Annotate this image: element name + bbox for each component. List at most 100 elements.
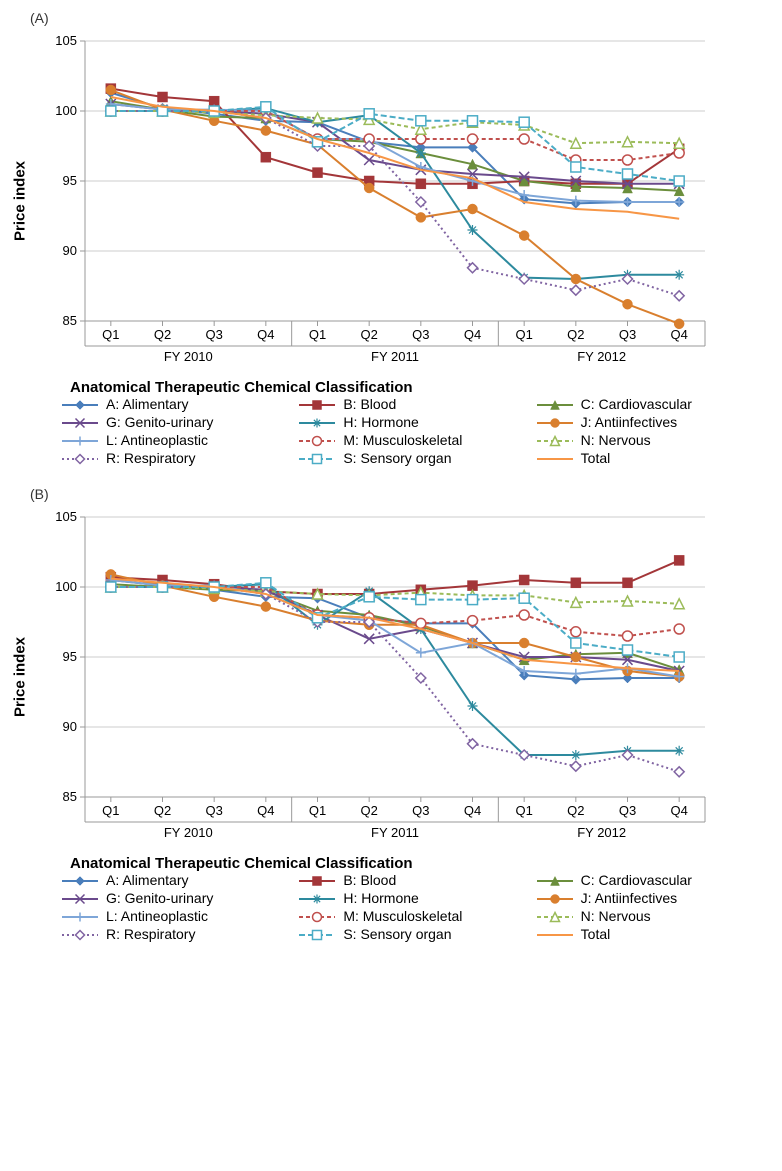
legend-item: A: Alimentary xyxy=(60,396,287,412)
legend-swatch xyxy=(297,452,337,464)
legend-label: N: Nervous xyxy=(581,908,651,924)
legend-label: S: Sensory organ xyxy=(343,926,451,942)
legend-swatch xyxy=(60,416,100,428)
svg-text:Q4: Q4 xyxy=(670,327,687,342)
svg-text:FY 2011: FY 2011 xyxy=(371,825,419,840)
svg-text:95: 95 xyxy=(63,173,77,188)
legend-label: Total xyxy=(581,926,611,942)
legend-item: M: Musculoskeletal xyxy=(297,432,524,448)
legend-swatch xyxy=(535,398,575,410)
legend-item: C: Cardiovascular xyxy=(535,396,762,412)
legend-swatch xyxy=(297,416,337,428)
svg-text:Q1: Q1 xyxy=(309,803,326,818)
svg-text:90: 90 xyxy=(63,719,77,734)
legend-item: G: Genito-urinary xyxy=(60,890,287,906)
y-axis-label: Price index xyxy=(12,161,29,241)
svg-text:Q3: Q3 xyxy=(205,803,222,818)
legend-swatch xyxy=(60,874,100,886)
svg-text:FY 2010: FY 2010 xyxy=(164,349,213,364)
panel-A: (A)Price index859095100105Q1Q2Q3Q4Q1Q2Q3… xyxy=(0,0,782,466)
legend-label: R: Respiratory xyxy=(106,926,195,942)
svg-text:Q1: Q1 xyxy=(102,803,119,818)
legend-item: H: Hormone xyxy=(297,414,524,430)
svg-text:Q2: Q2 xyxy=(360,327,377,342)
svg-text:Q3: Q3 xyxy=(412,327,429,342)
legend-item: M: Musculoskeletal xyxy=(297,908,524,924)
chart-svg-A: 859095100105Q1Q2Q3Q4Q1Q2Q3Q4Q1Q2Q3Q4FY 2… xyxy=(30,31,725,371)
legend: A: Alimentary B: Blood C: Cardiovascular G:… xyxy=(60,872,762,942)
panel-B: (B)Price index859095100105Q1Q2Q3Q4Q1Q2Q3… xyxy=(0,476,782,942)
svg-text:Q2: Q2 xyxy=(567,327,584,342)
chart-container: Price index859095100105Q1Q2Q3Q4Q1Q2Q3Q4Q… xyxy=(30,31,762,371)
legend-item: B: Blood xyxy=(297,872,524,888)
legend-label: J: Antiinfectives xyxy=(581,890,678,906)
legend-swatch xyxy=(297,398,337,410)
legend-swatch xyxy=(60,434,100,446)
legend-swatch xyxy=(535,892,575,904)
legend-label: H: Hormone xyxy=(343,414,418,430)
legend-label: C: Cardiovascular xyxy=(581,872,692,888)
legend-label: L: Antineoplastic xyxy=(106,432,208,448)
legend-label: N: Nervous xyxy=(581,432,651,448)
svg-text:105: 105 xyxy=(55,509,77,524)
legend-label: S: Sensory organ xyxy=(343,450,451,466)
chart-svg-B: 859095100105Q1Q2Q3Q4Q1Q2Q3Q4Q1Q2Q3Q4FY 2… xyxy=(30,507,725,847)
legend-swatch xyxy=(297,434,337,446)
svg-text:FY 2010: FY 2010 xyxy=(164,825,213,840)
svg-text:Q1: Q1 xyxy=(309,327,326,342)
svg-text:Q3: Q3 xyxy=(619,803,636,818)
legend-label: J: Antiinfectives xyxy=(581,414,678,430)
legend-label: H: Hormone xyxy=(343,890,418,906)
legend-swatch xyxy=(297,874,337,886)
panel-label: (A) xyxy=(30,10,762,26)
legend: A: Alimentary B: Blood C: Cardiovascular G:… xyxy=(60,396,762,466)
svg-text:Q1: Q1 xyxy=(515,803,532,818)
legend-item: S: Sensory organ xyxy=(297,450,524,466)
legend-item: R: Respiratory xyxy=(60,926,287,942)
svg-text:105: 105 xyxy=(55,33,77,48)
svg-text:100: 100 xyxy=(55,103,77,118)
svg-text:85: 85 xyxy=(63,789,77,804)
legend-label: L: Antineoplastic xyxy=(106,908,208,924)
y-axis-label: Price index xyxy=(12,637,29,717)
legend-label: C: Cardiovascular xyxy=(581,396,692,412)
legend-swatch xyxy=(535,874,575,886)
legend-title: Anatomical Therapeutic Chemical Classifi… xyxy=(70,379,762,396)
legend-swatch xyxy=(60,452,100,464)
legend-swatch xyxy=(297,910,337,922)
legend-swatch xyxy=(535,434,575,446)
svg-text:Q2: Q2 xyxy=(154,803,171,818)
legend-item: S: Sensory organ xyxy=(297,926,524,942)
legend-label: Total xyxy=(581,450,611,466)
legend-label: M: Musculoskeletal xyxy=(343,432,462,448)
svg-text:Q3: Q3 xyxy=(619,327,636,342)
legend-swatch xyxy=(60,398,100,410)
svg-text:85: 85 xyxy=(63,313,77,328)
legend-item: L: Antineoplastic xyxy=(60,908,287,924)
legend-label: G: Genito-urinary xyxy=(106,414,213,430)
svg-text:Q1: Q1 xyxy=(515,327,532,342)
legend-item: Total xyxy=(535,926,762,942)
svg-text:100: 100 xyxy=(55,579,77,594)
legend-swatch xyxy=(535,416,575,428)
legend-swatch xyxy=(535,928,575,940)
legend-item: L: Antineoplastic xyxy=(60,432,287,448)
legend-item: A: Alimentary xyxy=(60,872,287,888)
legend-swatch xyxy=(297,892,337,904)
svg-text:Q4: Q4 xyxy=(257,327,274,342)
svg-text:Q3: Q3 xyxy=(412,803,429,818)
legend-item: C: Cardiovascular xyxy=(535,872,762,888)
legend-item: J: Antiinfectives xyxy=(535,890,762,906)
chart-container: Price index859095100105Q1Q2Q3Q4Q1Q2Q3Q4Q… xyxy=(30,507,762,847)
legend-item: N: Nervous xyxy=(535,432,762,448)
svg-text:FY 2012: FY 2012 xyxy=(577,349,626,364)
legend-swatch xyxy=(60,928,100,940)
legend-label: M: Musculoskeletal xyxy=(343,908,462,924)
svg-text:Q4: Q4 xyxy=(464,803,481,818)
svg-text:Q4: Q4 xyxy=(464,327,481,342)
svg-text:95: 95 xyxy=(63,649,77,664)
svg-text:Q2: Q2 xyxy=(154,327,171,342)
legend-swatch xyxy=(60,910,100,922)
legend-label: B: Blood xyxy=(343,396,396,412)
legend-item: N: Nervous xyxy=(535,908,762,924)
